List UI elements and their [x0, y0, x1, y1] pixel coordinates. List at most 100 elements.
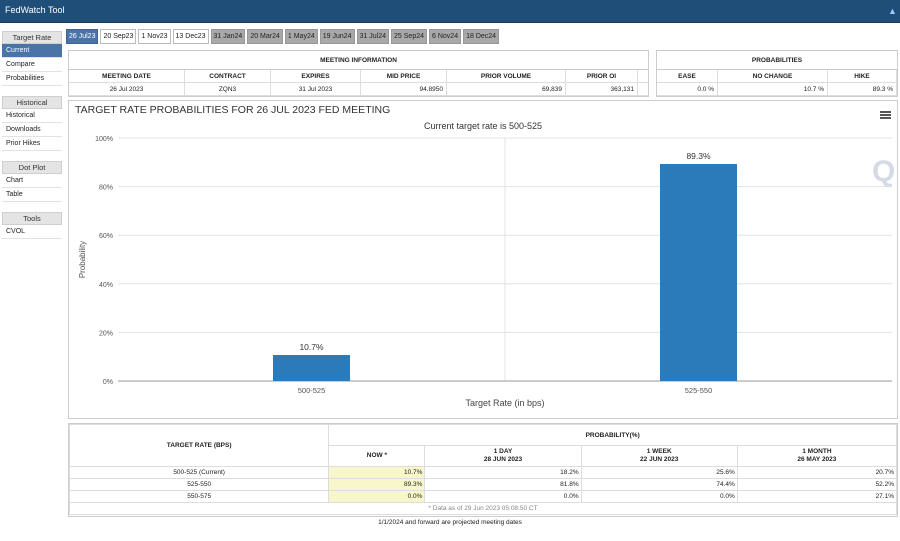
tab-meeting-1-nov23[interactable]: 1 Nov23 — [138, 29, 171, 44]
sidebar-group-target-rate: Target Rate — [2, 31, 62, 44]
cme-logo-watermark: Q — [872, 155, 895, 188]
target-rate-cell: 550-575 — [68, 490, 330, 503]
bar-data-label: 89.3% — [686, 151, 711, 161]
sidebar-item-prior-hikes[interactable]: Prior Hikes — [2, 137, 62, 151]
probability-cell: 18.2% — [424, 466, 582, 479]
probability-cell: 0.0% — [328, 490, 426, 503]
probability-header: PROBABILITY(%) — [328, 424, 897, 446]
tab-meeting-26-jul23[interactable]: 26 Jul23 — [66, 29, 99, 44]
probabilities-header: NO CHANGE — [718, 70, 828, 82]
meeting-info-value: 31 Jul 2023 — [271, 83, 361, 95]
meeting-information-title: MEETING INFORMATION — [69, 51, 648, 70]
meeting-tabs: 26 Jul23 20 Sep23 1 Nov23 13 Dec23 31 Jan24 2… — [66, 29, 500, 44]
sidebar-item-compare[interactable]: Compare — [2, 58, 62, 72]
probability-chart: Current target rate is 500-525 0% 20% 40% 60… — [78, 121, 895, 408]
meeting-info-value: 69,839 — [447, 83, 566, 95]
bar-data-label: 10.7% — [299, 342, 324, 352]
tab-meeting-18-dec24[interactable]: 18 Dec24 — [463, 29, 500, 44]
period-date: 28 JUN 2023 — [483, 456, 523, 463]
y-tick-label: 0% — [103, 379, 113, 386]
sidebar-group-dot-plot: Dot Plot — [2, 161, 62, 174]
meeting-info-value: 94.8950 — [361, 83, 447, 95]
meeting-info-header: CONTRACT — [185, 70, 271, 82]
meeting-info-value: ZQN3 — [185, 83, 271, 95]
sidebar-spacer — [2, 202, 62, 209]
tab-meeting-31-jul24[interactable]: 31 Jul24 — [356, 29, 390, 44]
sidebar-item-cvol[interactable]: CVOL — [2, 225, 62, 239]
tab-meeting-31-jan24[interactable]: 31 Jan24 — [210, 29, 246, 44]
y-tick-label: 40% — [99, 282, 113, 289]
chart-title: TARGET RATE PROBABILITIES FOR 26 JUL 202… — [75, 104, 391, 116]
y-tick-label: 100% — [95, 136, 113, 143]
period-header: NOW * — [328, 445, 426, 467]
probabilities-title: PROBABILITIES — [657, 51, 897, 70]
probabilities-header: HIKE — [828, 70, 897, 82]
y-axis-title: Probability — [78, 241, 87, 278]
table-row: 500-525 (Current) 10.7% 18.2% 25.6% 20.7% — [68, 466, 898, 479]
sidebar-spacer — [2, 151, 62, 158]
period-header: 1 DAY 28 JUN 2023 — [424, 445, 582, 467]
rate-header-cell: TARGET RATE (BPS) — [68, 424, 330, 467]
target-rate-cell: 500-525 (Current) — [68, 466, 330, 479]
window-title: FedWatch Tool — [5, 5, 65, 15]
title-bar: FedWatch Tool ▲ — [0, 0, 900, 23]
probability-table: TARGET RATE (BPS) PROBABILITY(%) NOW * 1 DA… — [68, 424, 898, 515]
period-date: 22 JUN 2023 — [640, 456, 679, 463]
probability-cell: 74.4% — [580, 478, 738, 491]
meeting-information-panel: MEETING INFORMATION MEETING DATE CONTRACT… — [68, 50, 649, 97]
sidebar-item-current[interactable]: Current — [2, 44, 62, 58]
probabilities-header: EASE — [657, 70, 718, 82]
probability-cell: 10.7% — [328, 466, 426, 479]
y-tick-label: 60% — [99, 233, 113, 240]
sidebar: Target Rate Current Compare Probabilities Hi… — [2, 28, 62, 239]
probabilities-value: 0.0 % — [657, 83, 718, 95]
twitter-icon[interactable]: ▲ — [888, 6, 897, 16]
tab-meeting-13-dec23[interactable]: 13 Dec23 — [172, 29, 209, 44]
hamburger-menu-icon[interactable] — [880, 111, 891, 119]
period-label: 1 WEEK — [646, 448, 672, 455]
sidebar-group-tools: Tools — [2, 212, 62, 225]
bar-525-550 — [660, 164, 737, 381]
tab-meeting-20-mar24[interactable]: 20 Mar24 — [247, 29, 283, 44]
bar-500-525 — [273, 354, 350, 381]
sidebar-item-probabilities[interactable]: Probabilities — [2, 72, 62, 86]
period-label: 1 MONTH — [802, 448, 832, 455]
sidebar-item-table[interactable]: Table — [2, 188, 62, 202]
probability-cell: 20.7% — [736, 466, 898, 479]
y-tick-label: 80% — [99, 185, 113, 192]
probability-table-panel: TARGET RATE (BPS) PROBABILITY(%) NOW * 1 DA… — [68, 423, 898, 517]
period-label: NOW * — [366, 452, 387, 459]
meeting-info-header: EXPIRES — [271, 70, 361, 82]
probability-cell: 81.8% — [424, 478, 582, 491]
chart-panel: TARGET RATE PROBABILITIES FOR 26 JUL 202… — [68, 100, 898, 419]
sidebar-item-downloads[interactable]: Downloads — [2, 123, 62, 137]
y-tick-label: 20% — [99, 330, 113, 337]
probability-cell: 89.3% — [328, 478, 426, 491]
tab-meeting-20-sep23[interactable]: 20 Sep23 — [100, 29, 137, 44]
sidebar-item-historical[interactable]: Historical — [2, 109, 62, 123]
tab-meeting-19-jun24[interactable]: 19 Jun24 — [319, 29, 355, 44]
meeting-info-header: PRIOR OI — [566, 70, 638, 82]
sidebar-item-chart[interactable]: Chart — [2, 174, 62, 188]
x-tick-label: 525-550 — [685, 386, 713, 395]
x-tick-label: 500-525 — [298, 386, 326, 395]
probabilities-value: 89.3 % — [828, 83, 897, 95]
meeting-info-header: MEETING DATE — [69, 70, 185, 82]
tab-meeting-6-nov24[interactable]: 6 Nov24 — [429, 29, 462, 44]
sidebar-spacer — [2, 86, 62, 93]
probability-cell: 25.6% — [580, 466, 738, 479]
meeting-info-value: 363,131 — [566, 83, 638, 95]
sidebar-group-historical: Historical — [2, 96, 62, 109]
meeting-info-header: PRIOR VOLUME — [447, 70, 566, 82]
period-label: 1 DAY — [493, 448, 513, 455]
data-as-of-note: * Data as of 29 Jun 2023 05:08:50 CT — [69, 502, 897, 515]
period-header: 1 MONTH 26 MAY 2023 — [736, 445, 898, 467]
projected-dates-note: 1/1/2024 and forward are projected meeti… — [378, 519, 522, 526]
tab-meeting-1-may24[interactable]: 1 May24 — [284, 29, 318, 44]
table-row: 525-550 89.3% 81.8% 74.4% 52.2% — [68, 478, 898, 491]
meeting-info-value: 26 Jul 2023 — [69, 83, 185, 95]
target-rate-cell: 525-550 — [68, 478, 330, 491]
probability-cell: 52.2% — [736, 478, 898, 491]
tab-meeting-25-sep24[interactable]: 25 Sep24 — [391, 29, 428, 44]
probability-cell: 27.1% — [736, 490, 898, 503]
